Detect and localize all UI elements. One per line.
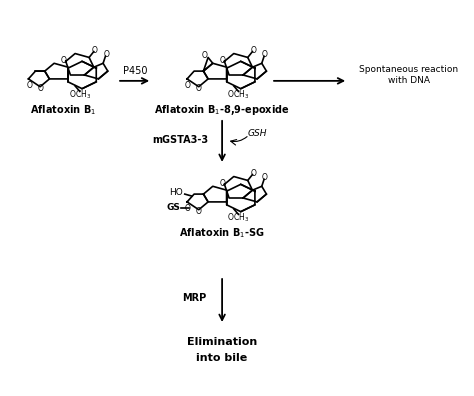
Text: into bile: into bile <box>196 353 248 363</box>
Text: O: O <box>262 50 268 59</box>
Text: O: O <box>196 207 202 216</box>
Text: mGSTA3-3: mGSTA3-3 <box>152 135 208 145</box>
Text: O: O <box>250 46 256 55</box>
Text: OCH$_3$: OCH$_3$ <box>228 88 249 101</box>
Text: O: O <box>250 169 256 178</box>
Text: Aflatoxin B$_1$: Aflatoxin B$_1$ <box>30 103 97 117</box>
Text: O: O <box>27 82 32 90</box>
Text: Aflatoxin B$_1$-SG: Aflatoxin B$_1$-SG <box>179 226 265 240</box>
Text: HO: HO <box>170 188 183 197</box>
Text: O: O <box>92 46 98 55</box>
Text: O: O <box>185 204 191 213</box>
Text: GS: GS <box>166 203 180 212</box>
Text: O: O <box>196 84 202 93</box>
Text: O: O <box>103 50 109 59</box>
Text: O: O <box>219 179 225 188</box>
Text: Elimination: Elimination <box>187 337 257 347</box>
Text: OCH$_3$: OCH$_3$ <box>228 211 249 224</box>
Text: Spontaneous reaction: Spontaneous reaction <box>359 65 458 74</box>
Text: Aflatoxin B$_1$-8,9-epoxide: Aflatoxin B$_1$-8,9-epoxide <box>155 103 290 117</box>
Text: O: O <box>201 51 207 60</box>
Text: O: O <box>185 82 191 90</box>
Text: OCH$_3$: OCH$_3$ <box>69 88 91 101</box>
Text: O: O <box>37 84 43 93</box>
Text: O: O <box>61 56 66 65</box>
Text: P450: P450 <box>123 66 147 76</box>
Text: O: O <box>219 56 225 65</box>
Text: GSH: GSH <box>247 129 267 138</box>
Text: with DNA: with DNA <box>388 76 430 86</box>
Text: MRP: MRP <box>182 293 206 303</box>
Text: O: O <box>262 173 268 182</box>
